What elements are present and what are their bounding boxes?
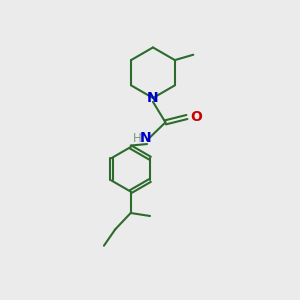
Text: H: H: [133, 132, 142, 145]
Text: O: O: [191, 110, 203, 124]
Text: N: N: [146, 91, 158, 105]
Text: N: N: [140, 131, 152, 146]
